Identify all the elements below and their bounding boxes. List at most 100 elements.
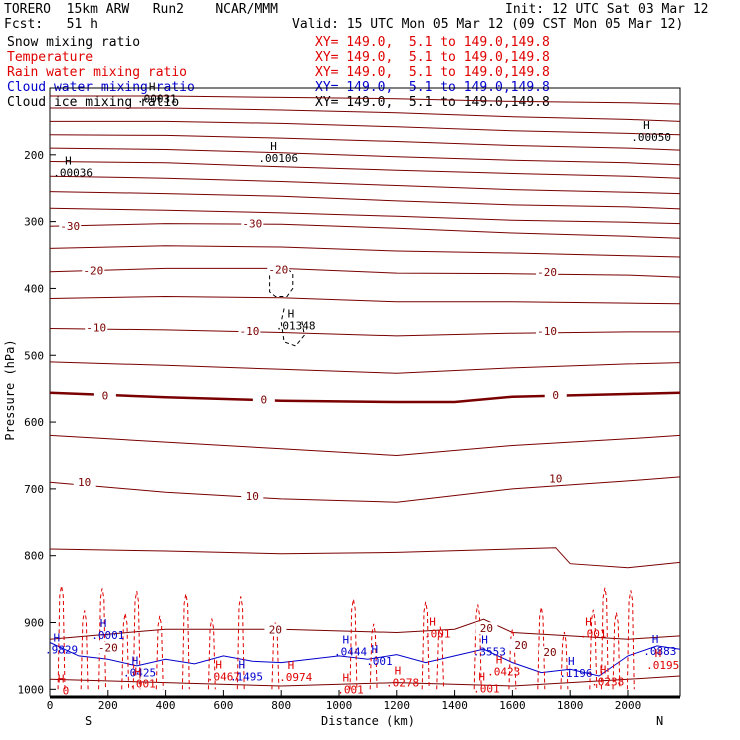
isotherm-label: 0 — [102, 390, 109, 403]
isotherm-line — [49, 547, 681, 569]
max-value-label: .001 — [580, 628, 607, 641]
legend-rain: Rain water mixing ratio — [7, 65, 188, 80]
isotherm-label: 10 — [78, 476, 91, 489]
freezing-line — [49, 391, 681, 404]
max-marker: H — [585, 616, 592, 629]
plot-border — [49, 87, 681, 697]
isotherm-label: -10 — [239, 325, 259, 338]
y-tick-label: 900 — [24, 617, 44, 630]
max-marker: H — [58, 672, 65, 685]
rain-contour — [436, 626, 445, 690]
rain-contour — [349, 599, 358, 690]
isotherm-line — [49, 476, 681, 503]
max-value-label: .0425 — [123, 666, 156, 679]
max-marker: H — [429, 616, 436, 629]
x-tick-label: 400 — [156, 699, 176, 712]
max-marker: H — [270, 140, 277, 153]
rain-contour — [132, 591, 141, 690]
rain-contour — [236, 596, 245, 690]
isotherm-label: 20 — [269, 624, 282, 637]
isotherm-line — [49, 223, 681, 239]
max-value-label: .00106 — [258, 152, 298, 165]
isotherm-line — [49, 147, 681, 166]
rain-contour — [612, 612, 621, 690]
contour-labels: -30 -30 -20 -20 -20 -10 -10 -10 0 0 0 10 10 10 20 20 20 2… — [45, 80, 679, 697]
x-axis-label: Distance (km) — [321, 714, 415, 728]
isotherm-label: -20 — [98, 642, 118, 655]
x-tick-label: 1000 — [326, 699, 353, 712]
rain-contour — [181, 593, 190, 690]
max-marker: H — [568, 655, 575, 668]
rain-contour — [589, 609, 598, 690]
rain-contour — [508, 629, 517, 690]
axis-ticks: 0 200 400 600 800 1000 1200 1400 1600 1800 2000200… — [18, 149, 642, 712]
isotherm-label: 0 — [261, 394, 268, 407]
rain-contour — [207, 618, 216, 690]
isotherm-label: -20 — [83, 265, 103, 278]
legend-rain-xy: XY= 149.0, 5.1 to 149.0,149.8 — [315, 65, 550, 80]
x-tick-label: 0 — [47, 699, 54, 712]
x-tick-label: 200 — [98, 699, 118, 712]
isotherm-label: -30 — [242, 217, 262, 230]
max-marker: H — [652, 633, 659, 646]
max-marker: H — [134, 666, 141, 679]
isotherm-label: -10 — [537, 325, 557, 338]
isotherm-line — [49, 134, 681, 151]
isotherm-line — [49, 267, 681, 278]
max-value-label: .001 — [366, 655, 393, 668]
isotherm-label-bg — [264, 623, 287, 636]
max-marker: H — [643, 119, 650, 132]
isotherm-line — [49, 161, 681, 179]
max-marker: H — [239, 658, 246, 671]
model-title: TORERO 15km ARW Run2 NCAR/MMM — [4, 2, 278, 17]
rain-contour — [271, 621, 280, 690]
isotherm-label-bg — [82, 264, 105, 277]
x-end-label-south: S — [85, 714, 92, 728]
y-tick-label: 800 — [24, 550, 44, 563]
isotherm-label: -30 — [60, 220, 80, 233]
isotherm-label: 20 — [543, 646, 556, 659]
isotherm-label-bg — [238, 324, 261, 337]
valid-time: Valid: 15 UTC Mon 05 Mar 12 (09 CST Mon … — [292, 17, 684, 32]
x-tick-label: 800 — [271, 699, 291, 712]
isotherm-line — [49, 361, 681, 374]
max-value-label: .0974 — [279, 671, 312, 684]
rain-contour — [626, 590, 635, 690]
max-value-label: .0195 — [646, 659, 679, 672]
isotherm-line — [49, 295, 681, 305]
max-value-label: .00031 — [137, 92, 177, 105]
isotherm-label: 10 — [246, 490, 259, 503]
max-value-label: .0883 — [643, 645, 676, 658]
max-value-label: 0 — [63, 684, 70, 697]
max-value-label: .0444 — [334, 646, 367, 659]
legend-temperature: Temperature — [7, 50, 94, 65]
rain-contour — [80, 610, 89, 690]
max-value-label: .001 — [129, 678, 156, 691]
isotherm-label-bg — [536, 324, 559, 337]
isotherm-label-bg — [96, 641, 119, 654]
max-value-label: .1495 — [230, 670, 263, 683]
isotherm-line — [49, 245, 681, 258]
isotherm-line — [49, 618, 681, 640]
cloud-water-contour — [49, 642, 681, 677]
x-tick-label: 1600 — [499, 699, 526, 712]
isotherm-label-bg — [59, 219, 82, 232]
y-tick-label: 600 — [24, 416, 44, 429]
max-value-label: .00036 — [53, 167, 93, 180]
y-tick-label: 400 — [24, 282, 44, 295]
max-value-label: .00050 — [631, 131, 671, 144]
max-marker: H — [395, 664, 402, 677]
max-marker: H — [288, 659, 295, 672]
isotherm-label-bg — [510, 638, 533, 651]
rain-contour — [600, 587, 609, 690]
isotherm-line — [49, 434, 681, 457]
rain-contour — [560, 631, 569, 690]
x-tick-label: 600 — [213, 699, 233, 712]
max-marker: H — [600, 664, 607, 677]
max-marker: H — [288, 308, 295, 321]
max-value-label: .0001 — [91, 629, 124, 642]
max-value-label: .9829 — [45, 644, 78, 657]
legend-temperature-xy: XY= 149.0, 5.1 to 149.0,149.8 — [315, 50, 550, 65]
rain-contour — [98, 588, 106, 690]
